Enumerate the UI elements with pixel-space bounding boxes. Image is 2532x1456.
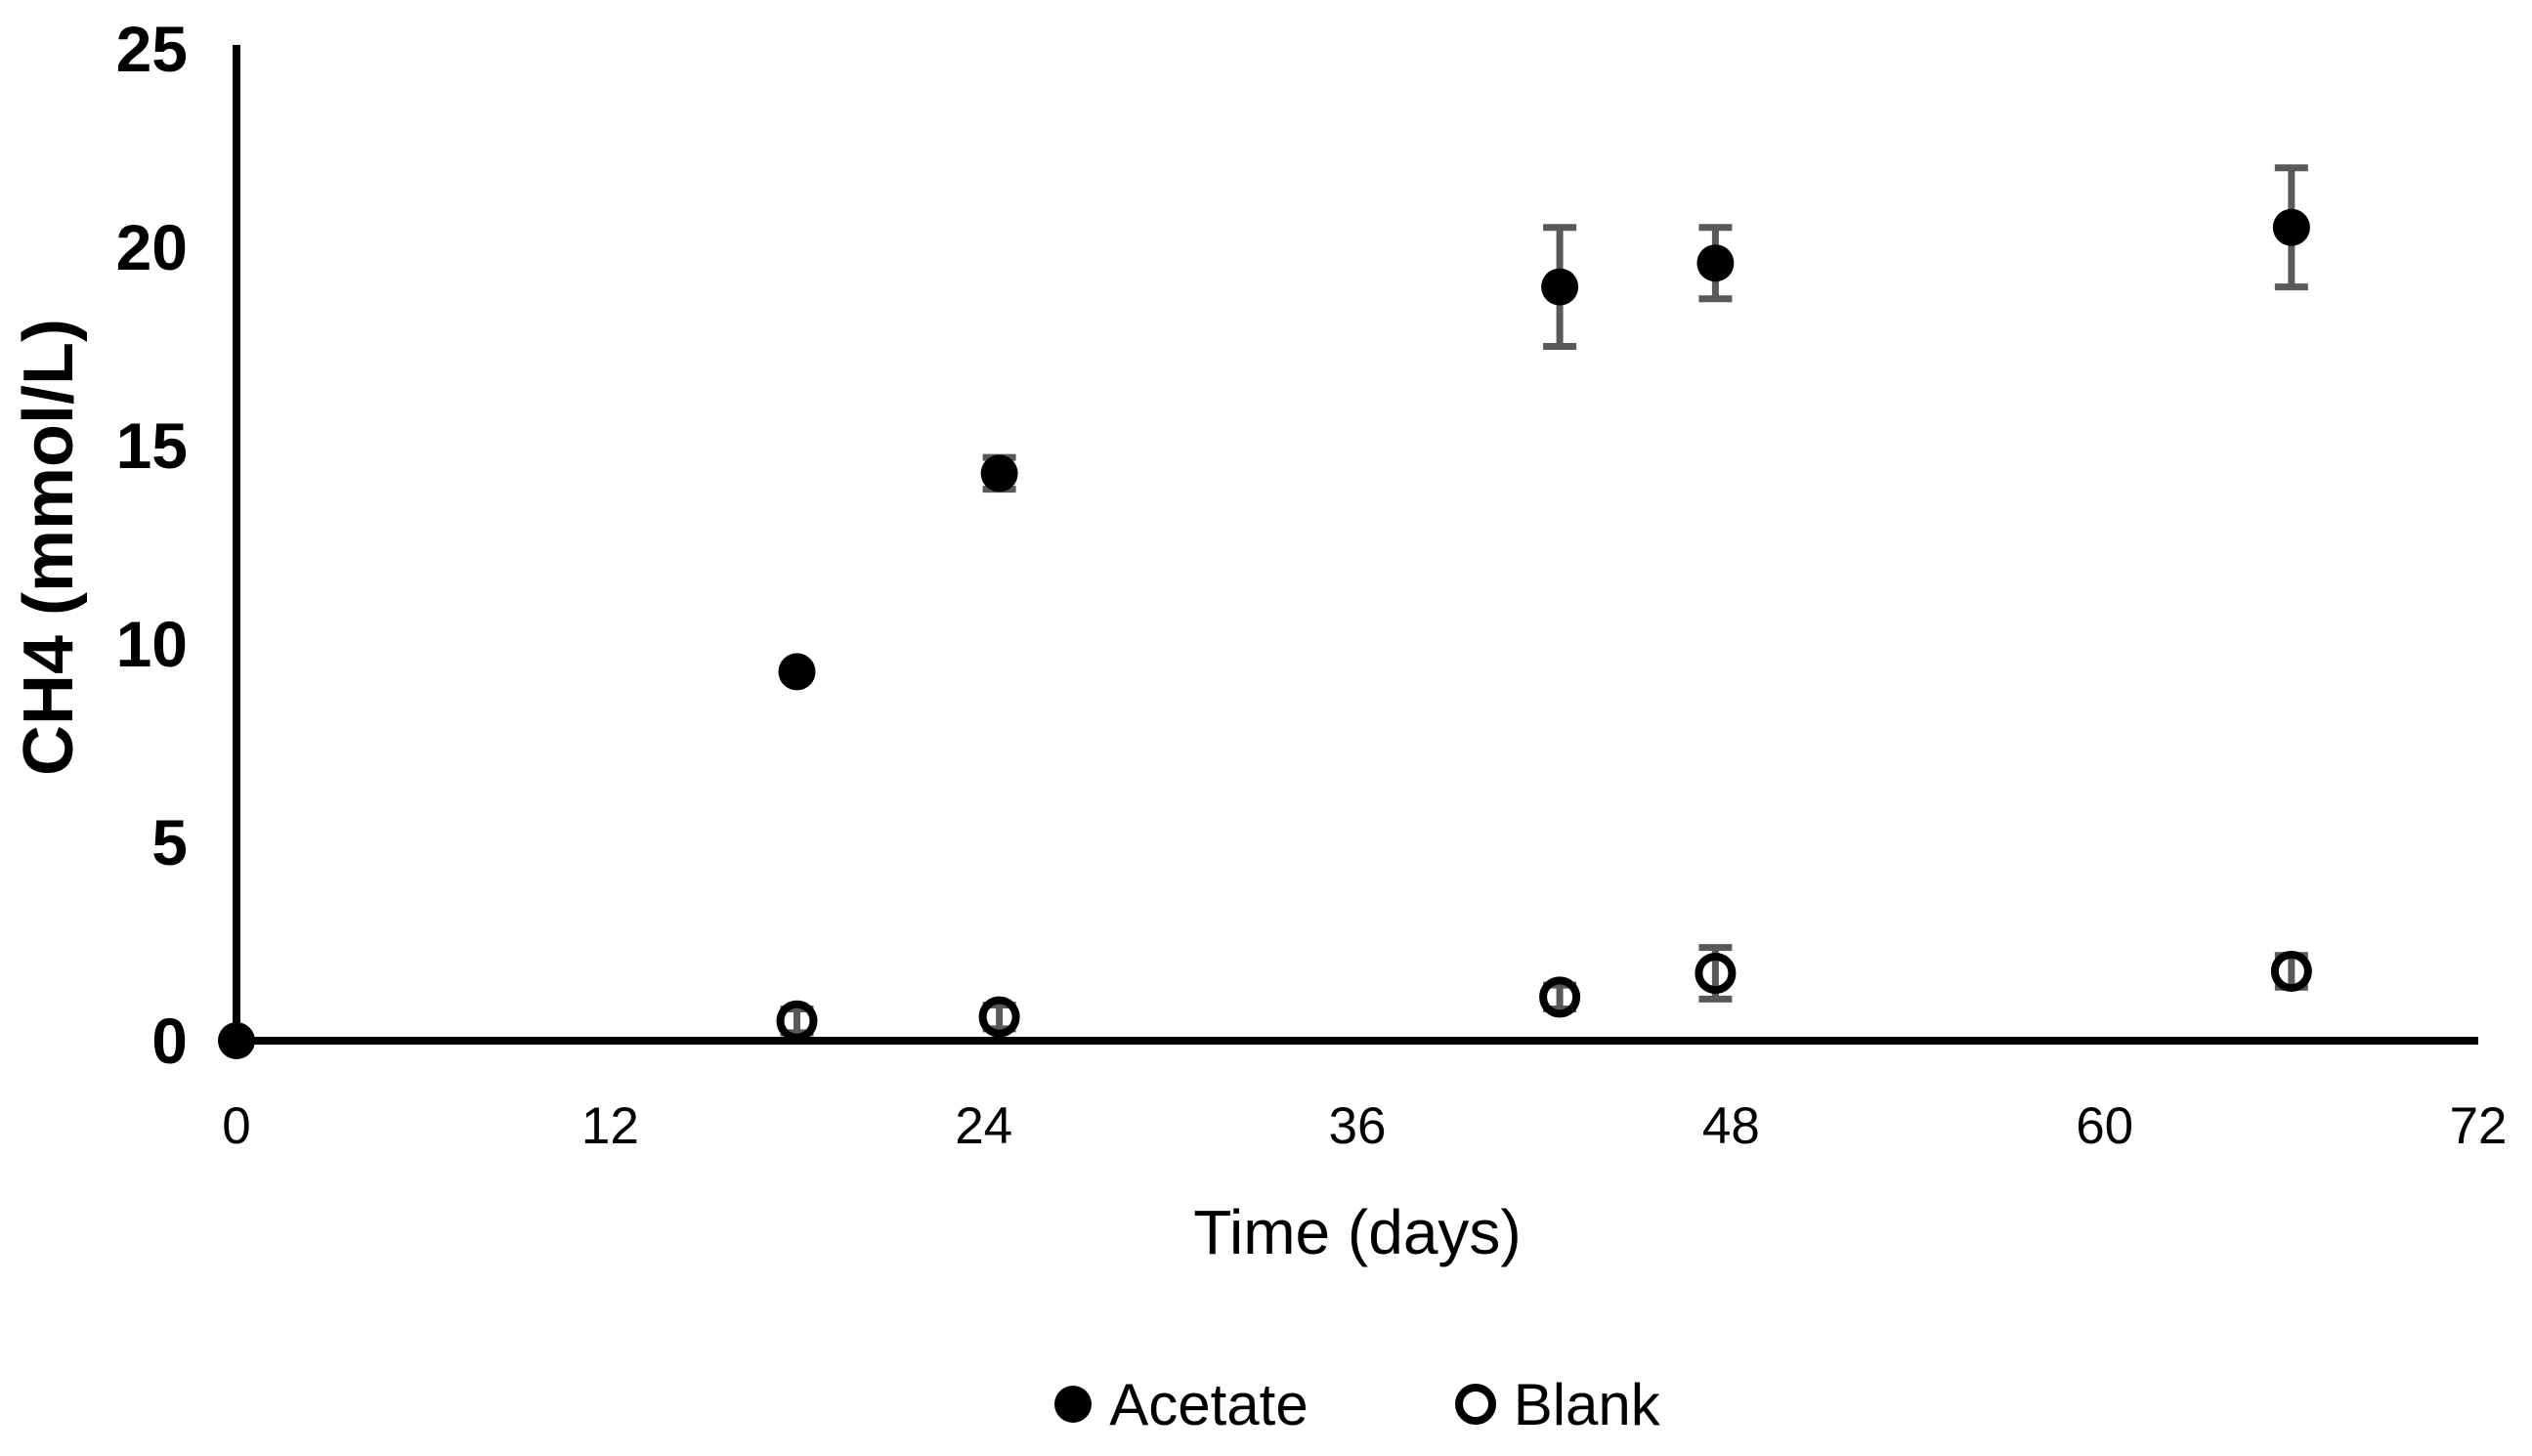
x-tick-label: 12 bbox=[581, 1097, 639, 1155]
data-point-blank bbox=[776, 1000, 818, 1042]
data-point-blank bbox=[1695, 952, 1737, 994]
legend-label-blank: Blank bbox=[1513, 1371, 1660, 1437]
y-tick-label: 15 bbox=[116, 409, 188, 482]
data-point-acetate bbox=[980, 454, 1018, 492]
data-point-acetate bbox=[778, 653, 816, 691]
legend: Acetate Blank bbox=[236, 1372, 2478, 1437]
x-tick-label: 36 bbox=[1329, 1097, 1387, 1155]
x-tick-label: 24 bbox=[955, 1097, 1012, 1155]
x-axis-title: Time (days) bbox=[1193, 1197, 1521, 1267]
legend-label-acetate: Acetate bbox=[1109, 1371, 1309, 1437]
x-tick-label: 72 bbox=[2450, 1097, 2508, 1155]
data-point-blank bbox=[1539, 976, 1581, 1018]
y-tick-label: 10 bbox=[116, 608, 188, 680]
y-tick-label: 20 bbox=[116, 211, 188, 283]
legend-item-blank: Blank bbox=[1454, 1371, 1660, 1438]
y-tick-label: 5 bbox=[151, 806, 188, 878]
data-point-acetate bbox=[2272, 208, 2310, 246]
data-point-acetate bbox=[1541, 268, 1579, 306]
x-tick-label: 48 bbox=[1702, 1097, 1760, 1155]
y-axis-title: CH4 (mmol/L) bbox=[10, 319, 88, 776]
y-tick-label: 25 bbox=[116, 13, 188, 85]
x-tick-label: 0 bbox=[222, 1097, 250, 1155]
filled-circle-icon bbox=[1054, 1386, 1093, 1423]
data-point-acetate bbox=[1696, 244, 1735, 282]
x-tick-label: 60 bbox=[2076, 1097, 2133, 1155]
data-point-blank bbox=[978, 996, 1020, 1038]
data-point-acetate bbox=[218, 1022, 255, 1059]
open-circle-icon bbox=[1454, 1384, 1496, 1425]
legend-item-acetate: Acetate bbox=[1054, 1371, 1309, 1438]
y-tick-label: 0 bbox=[151, 1005, 188, 1077]
data-point-blank bbox=[2270, 950, 2312, 992]
